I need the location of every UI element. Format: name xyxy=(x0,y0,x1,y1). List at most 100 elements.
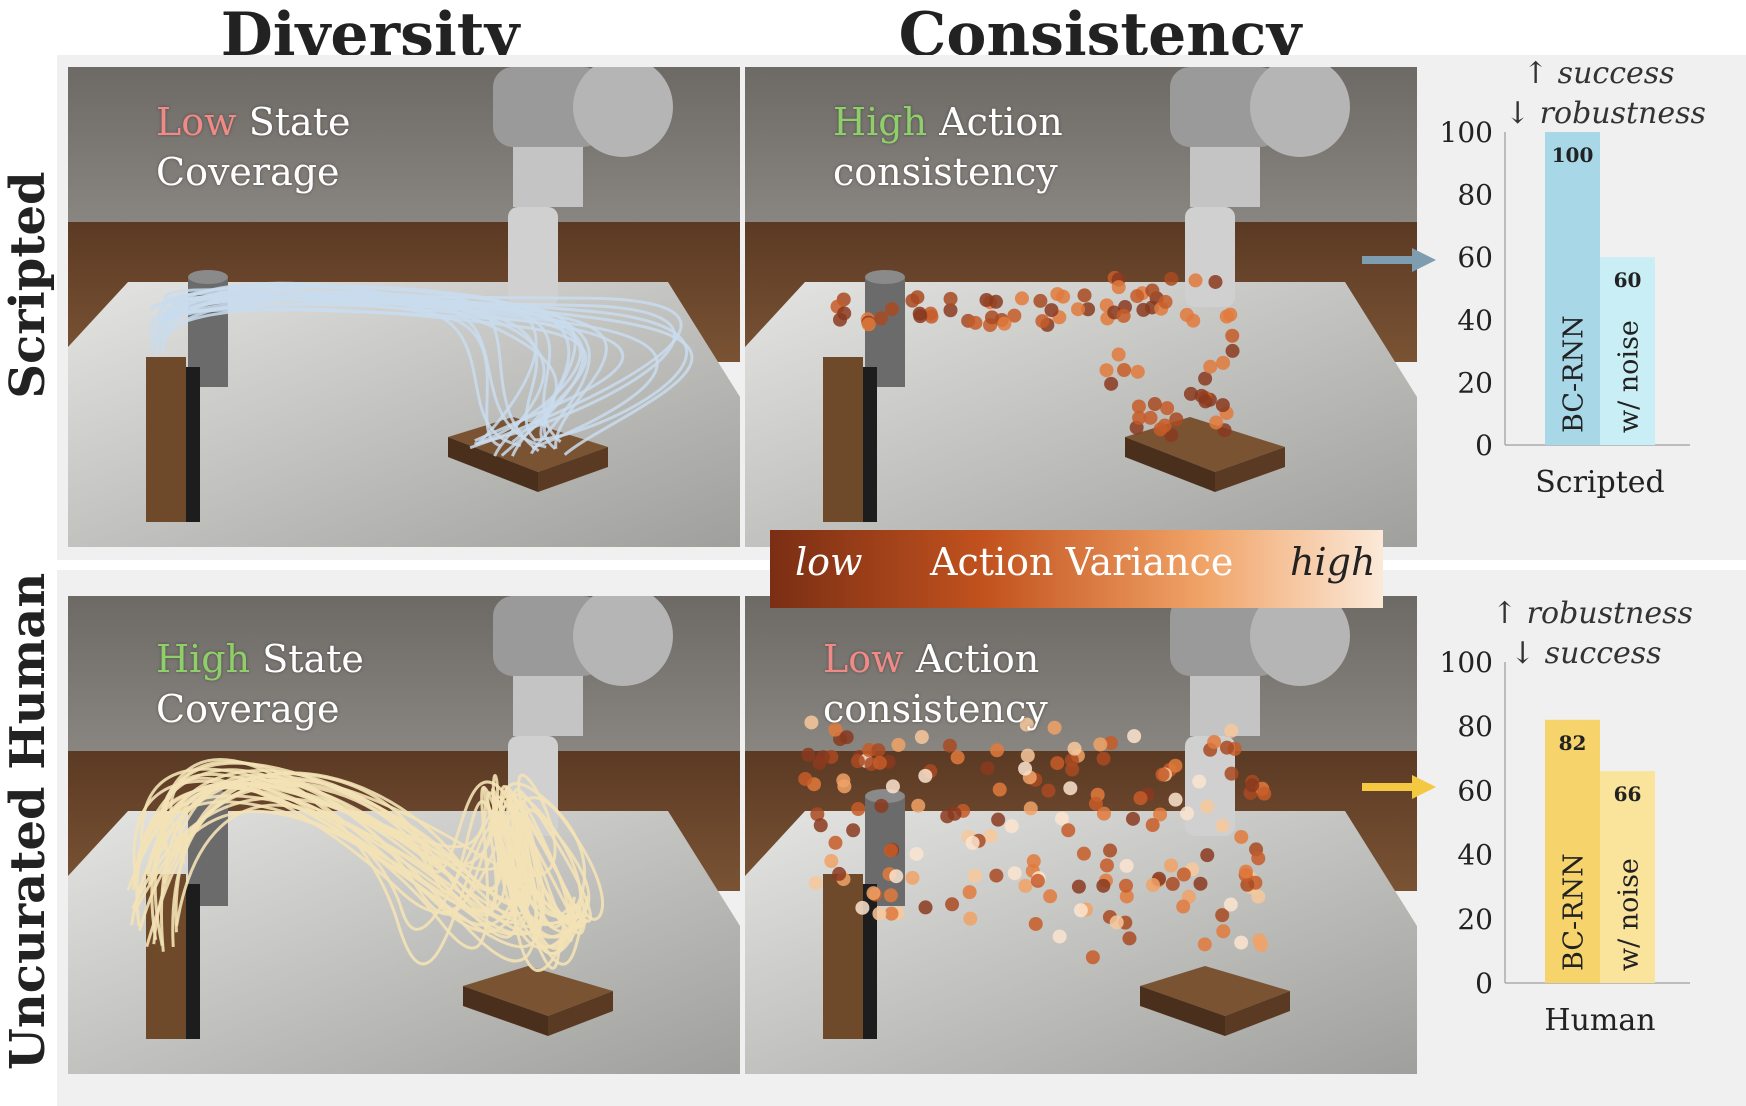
action-dot xyxy=(1019,717,1034,732)
action-dot xyxy=(1209,415,1224,430)
action-dot xyxy=(1153,422,1168,437)
wood-peg xyxy=(823,357,877,522)
bar-category-label: BC-RNN xyxy=(1559,315,1590,433)
action-dot xyxy=(1119,878,1134,893)
action-dot xyxy=(1004,819,1019,834)
robot-arm xyxy=(493,67,673,307)
bar-category-label: w/ noise xyxy=(1614,320,1645,433)
action-dot xyxy=(911,798,926,813)
y-tick-label: 80 xyxy=(1457,179,1493,212)
action-dot xyxy=(871,743,886,758)
action-dot xyxy=(1116,308,1131,323)
action-dot xyxy=(851,802,866,817)
action-dot xyxy=(1198,371,1213,386)
scene-background xyxy=(68,596,740,1074)
action-dot xyxy=(1219,740,1234,755)
action-dot xyxy=(832,866,847,881)
trajectory-line xyxy=(135,781,585,934)
action-dot xyxy=(1153,807,1168,822)
action-dot xyxy=(850,754,865,769)
action-dot xyxy=(945,897,960,912)
action-dot xyxy=(1014,291,1029,306)
row-title-human: Uncurated Human xyxy=(0,572,56,1070)
action-dot xyxy=(1132,410,1147,425)
trajectory-line xyxy=(131,793,582,927)
action-dot xyxy=(991,812,1006,827)
action-dot xyxy=(1234,829,1249,844)
action-variance-legend: low Action Variance high xyxy=(770,530,1383,608)
action-dot xyxy=(1200,799,1215,814)
scene-background xyxy=(745,596,1417,1074)
action-dot xyxy=(979,293,994,308)
action-dot xyxy=(846,823,861,838)
action-dot xyxy=(1176,899,1191,914)
trajectory-line xyxy=(175,794,577,931)
action-dot xyxy=(1215,818,1230,833)
action-dot xyxy=(824,854,839,869)
action-dot xyxy=(1164,271,1179,286)
action-dot xyxy=(1067,741,1082,756)
action-dot xyxy=(1143,410,1158,425)
action-dot xyxy=(861,317,876,332)
action-dot xyxy=(905,870,920,885)
bar-value-label: 66 xyxy=(1614,782,1642,806)
action-dot xyxy=(1096,806,1111,821)
action-dot xyxy=(1096,751,1111,766)
action-dot xyxy=(984,310,999,325)
action-dot xyxy=(1063,781,1078,796)
action-dot xyxy=(992,782,1007,797)
legend-title: Action Variance xyxy=(930,540,1234,584)
action-dot xyxy=(1043,889,1058,904)
action-dot xyxy=(1176,867,1191,882)
action-dot xyxy=(1111,347,1126,362)
trajectory-line xyxy=(153,769,583,946)
action-dot xyxy=(1179,307,1194,322)
action-dot xyxy=(963,911,978,926)
human-arrow xyxy=(1362,775,1436,799)
trajectories-scripted xyxy=(147,281,694,457)
action-dot xyxy=(943,291,958,306)
y-tick-label: 0 xyxy=(1475,967,1493,1000)
action-dot xyxy=(1215,398,1230,413)
action-dot xyxy=(1044,303,1059,318)
scripted-consistency-panel: High Action consistency xyxy=(745,67,1417,547)
action-dot xyxy=(1216,355,1231,370)
action-dot xyxy=(918,768,933,783)
action-dot xyxy=(1165,876,1180,891)
human-diversity-label: High State Coverage xyxy=(156,637,364,731)
action-dot xyxy=(1200,848,1215,863)
action-dot xyxy=(910,290,925,305)
y-tick-label: 20 xyxy=(1457,903,1493,936)
action-dot xyxy=(1052,929,1067,944)
wood-peg xyxy=(823,874,877,1039)
y-tick-label: 100 xyxy=(1440,650,1493,679)
action-dots-scripted xyxy=(830,270,1240,443)
square-nut-target xyxy=(1140,966,1290,1036)
trajectory-line xyxy=(150,307,588,457)
y-tick-label: 40 xyxy=(1457,839,1493,872)
trajectory-line xyxy=(136,785,583,966)
action-dot xyxy=(1234,935,1249,950)
action-dot xyxy=(1130,289,1145,304)
action-dot xyxy=(1030,873,1045,888)
trajectory-line xyxy=(147,773,579,931)
action-dot xyxy=(943,303,958,318)
human-note: ↑ robustness ↓ success xyxy=(1492,596,1693,671)
action-dot xyxy=(1131,399,1146,414)
scripted-note: ↑ success ↓ robustness xyxy=(1505,56,1706,131)
action-dot xyxy=(1168,792,1183,807)
bar xyxy=(1545,719,1600,983)
action-dot xyxy=(1208,274,1223,289)
action-dot xyxy=(801,747,816,762)
action-dot xyxy=(1146,877,1161,892)
action-dot xyxy=(1193,876,1208,891)
wood-peg xyxy=(146,357,200,522)
x-axis-label: Human xyxy=(1544,1003,1655,1038)
action-dot xyxy=(1122,931,1137,946)
action-dot xyxy=(1099,363,1114,378)
action-dot xyxy=(855,900,870,915)
scripted-diversity-panel: Low State Coverage xyxy=(68,67,740,547)
action-dot xyxy=(1007,866,1022,881)
action-dot xyxy=(1071,879,1086,894)
action-dot xyxy=(1023,801,1038,816)
